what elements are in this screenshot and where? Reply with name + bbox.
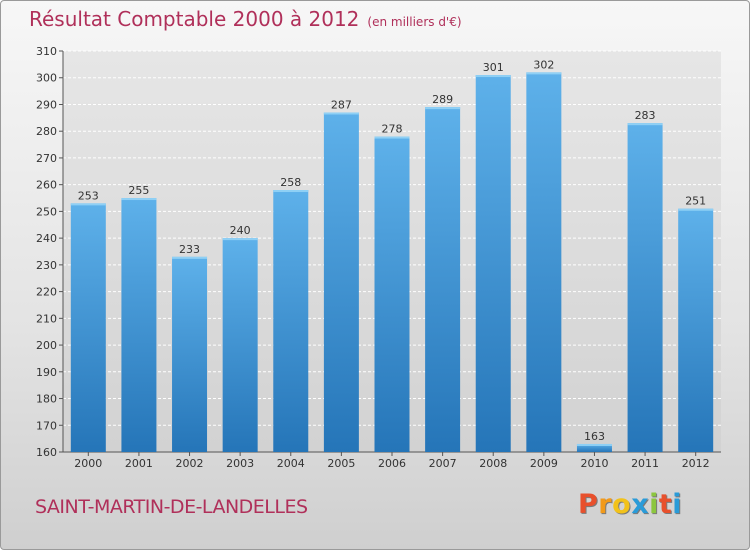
data-label: 240 — [230, 224, 251, 237]
bar-highlight — [172, 256, 208, 259]
y-tick-label: 220 — [36, 286, 57, 299]
data-label: 287 — [331, 98, 352, 111]
bar-highlight — [121, 198, 157, 201]
y-tick-label: 210 — [36, 312, 57, 325]
bar-highlight — [627, 123, 663, 126]
y-tick-label: 260 — [36, 179, 57, 192]
data-label: 163 — [584, 430, 605, 443]
logo-letter: t — [658, 489, 673, 520]
bar — [576, 443, 612, 452]
y-tick-label: 170 — [36, 419, 57, 432]
bar — [627, 123, 663, 453]
y-tick-label: 200 — [36, 339, 57, 352]
bar — [475, 75, 511, 452]
bar — [273, 190, 309, 452]
logo-letter: P — [578, 489, 599, 520]
bar — [425, 107, 461, 452]
bar-chart: 160 170 180 190 200 210 220 230 240 250 260 270 280 2… — [36, 45, 721, 470]
y-tick-label: 190 — [36, 366, 57, 379]
y-tick-label: 290 — [36, 98, 57, 111]
bar-highlight — [70, 203, 106, 206]
bar — [222, 238, 258, 452]
y-tick-label: 250 — [36, 205, 57, 218]
x-tick-label: 2006 — [378, 457, 406, 470]
y-tick-label: 160 — [36, 446, 57, 459]
data-label: 258 — [280, 176, 301, 189]
bar-highlight — [576, 443, 612, 446]
x-tick-label: 2000 — [74, 457, 102, 470]
bar — [526, 72, 562, 453]
data-label: 255 — [128, 184, 149, 197]
bar — [374, 136, 410, 452]
logo-letter: i — [649, 489, 659, 520]
bar-highlight — [678, 208, 714, 211]
bar — [172, 256, 208, 452]
bar-highlight — [374, 136, 410, 139]
chart-title: Résultat Comptable 2000 à 2012 (en millie… — [29, 7, 462, 31]
bar — [678, 208, 714, 452]
y-tick-label: 270 — [36, 152, 57, 165]
y-tick-label: 310 — [36, 45, 57, 58]
y-tick-label: 240 — [36, 232, 57, 245]
x-tick-label: 2011 — [631, 457, 659, 470]
data-label: 251 — [685, 195, 706, 208]
data-label: 278 — [382, 123, 403, 136]
x-tick-label: 2005 — [327, 457, 355, 470]
chart-title-text: Résultat Comptable 2000 à 2012 — [29, 7, 360, 31]
x-tick-label: 2003 — [226, 457, 254, 470]
chart-subtitle: (en milliers d'€) — [367, 15, 462, 29]
y-tick-label: 280 — [36, 125, 57, 138]
bar-highlight — [323, 112, 359, 115]
bar-highlight — [222, 238, 258, 241]
x-tick-label: 2010 — [580, 457, 608, 470]
y-tick-label: 300 — [36, 72, 57, 85]
x-tick-label: 2009 — [530, 457, 558, 470]
x-tick-label: 2008 — [479, 457, 507, 470]
bar — [121, 198, 157, 452]
data-label: 289 — [432, 93, 453, 106]
logo-letter: o — [612, 489, 632, 520]
bar — [70, 203, 106, 452]
y-tick-label: 180 — [36, 393, 57, 406]
y-tick-label: 230 — [36, 259, 57, 272]
bar — [323, 112, 359, 452]
data-label: 302 — [533, 58, 554, 71]
x-tick-label: 2004 — [277, 457, 305, 470]
bar-highlight — [425, 107, 461, 110]
data-label: 283 — [635, 109, 656, 122]
logo-letter: r — [598, 489, 613, 520]
bar-highlight — [273, 190, 309, 193]
bar-highlight — [526, 72, 562, 75]
data-label: 301 — [483, 61, 504, 74]
bar-highlight — [475, 75, 511, 78]
commune-name: SAINT-MARTIN-DE-LANDELLES — [35, 496, 308, 518]
logo-letter: x — [631, 489, 650, 520]
x-tick-label: 2007 — [429, 457, 457, 470]
data-label: 233 — [179, 243, 200, 256]
proxiti-logo: Proxiti — [578, 489, 682, 520]
x-tick-label: 2002 — [176, 457, 204, 470]
data-label: 253 — [78, 189, 99, 202]
x-tick-label: 2012 — [682, 457, 710, 470]
logo-letter: i — [672, 489, 683, 520]
x-tick-label: 2001 — [125, 457, 153, 470]
